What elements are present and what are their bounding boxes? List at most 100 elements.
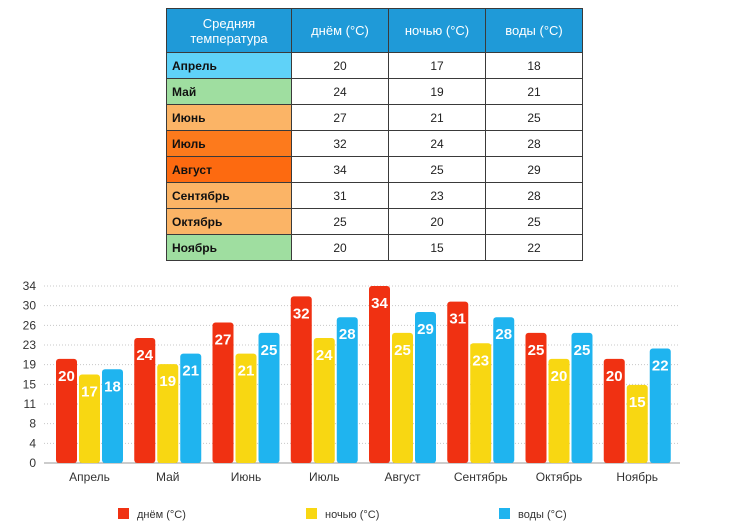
y-tick-label: 8 (29, 417, 36, 431)
bar-night (548, 358, 570, 463)
bar-day (525, 332, 547, 463)
table-row: Октябрь 25 20 25 (166, 208, 583, 235)
cell-month: Июль (166, 130, 292, 157)
x-tick-label: Август (384, 470, 421, 484)
cell-water: 21 (485, 78, 583, 105)
cell-water: 28 (485, 182, 583, 209)
bar-data-label: 24 (316, 347, 333, 364)
x-tick-label: Октябрь (536, 470, 583, 484)
legend-label: днём (°C) (137, 509, 186, 521)
cell-night: 21 (388, 104, 486, 131)
cell-day: 20 (291, 234, 389, 261)
bar-data-label: 23 (472, 352, 489, 369)
bar-data-label: 24 (136, 347, 153, 364)
bar-day (56, 358, 77, 463)
bar-water (415, 312, 436, 463)
cell-month: Ноябрь (166, 234, 292, 261)
temperature-table: Средняя температура днём (°C) ночью (°C)… (166, 8, 583, 261)
cell-day: 27 (291, 104, 389, 131)
cell-month: Сентябрь (166, 182, 292, 209)
bar-night (313, 338, 335, 463)
cell-day: 32 (291, 130, 389, 157)
bar-data-label: 19 (159, 373, 176, 390)
bar-data-label: 21 (238, 363, 255, 380)
cell-water: 28 (485, 130, 583, 157)
header-average-temperature: Средняя температура (166, 8, 292, 53)
bar-water (258, 332, 280, 463)
table-row: Июнь 27 21 25 (166, 104, 583, 131)
bar-day (134, 338, 156, 463)
legend-label: ночью (°C) (325, 509, 380, 521)
legend-swatch (499, 508, 510, 519)
y-tick-label: 0 (29, 456, 36, 470)
bar-data-label: 28 (339, 326, 356, 343)
table-row: Сентябрь 31 23 28 (166, 182, 583, 209)
cell-water: 18 (485, 52, 583, 79)
bar-data-label: 17 (81, 384, 98, 401)
bar-night (79, 374, 100, 463)
bar-day (369, 286, 390, 463)
cell-water: 25 (485, 104, 583, 131)
bar-data-label: 21 (182, 363, 199, 380)
bar-water (336, 317, 358, 463)
cell-month: Апрель (166, 52, 292, 79)
bar-night (157, 364, 179, 463)
x-tick-label: Ноябрь (616, 470, 658, 484)
bar-data-label: 20 (606, 368, 623, 385)
bar-data-label: 34 (371, 295, 388, 312)
legend-swatch (118, 508, 129, 519)
bar-water (102, 369, 123, 463)
bar-day (603, 358, 625, 463)
bar-night (235, 353, 257, 463)
cell-day: 25 (291, 208, 389, 235)
bar-data-label: 32 (293, 305, 310, 322)
x-tick-label: Сентябрь (454, 470, 508, 484)
cell-night: 15 (388, 234, 486, 261)
header-night: ночью (°C) (388, 8, 486, 53)
y-tick-label: 23 (23, 338, 37, 352)
bar-night (392, 332, 413, 463)
cell-day: 24 (291, 78, 389, 105)
cell-night: 17 (388, 52, 486, 79)
legend-label: воды (°C) (518, 509, 567, 521)
bar-data-label: 25 (394, 342, 411, 359)
cell-night: 20 (388, 208, 486, 235)
cell-night: 19 (388, 78, 486, 105)
legend-swatch (306, 508, 317, 519)
bar-data-label: 27 (215, 331, 232, 348)
y-tick-label: 4 (29, 436, 36, 450)
bar-night (470, 343, 492, 463)
bar-data-label: 28 (495, 326, 512, 343)
bar-water (649, 348, 671, 463)
legend-item: ночью (°C) (306, 508, 379, 521)
y-tick-label: 19 (23, 358, 37, 372)
bar-data-label: 31 (449, 311, 466, 328)
cell-day: 31 (291, 182, 389, 209)
cell-month: Октябрь (166, 208, 292, 235)
x-tick-label: Июнь (231, 470, 262, 484)
legend-item: днём (°C) (118, 508, 186, 521)
cell-day: 34 (291, 156, 389, 183)
x-tick-label: Май (156, 470, 180, 484)
cell-day: 20 (291, 52, 389, 79)
table-row: Ноябрь 20 15 22 (166, 234, 583, 261)
bar-data-label: 18 (104, 378, 121, 395)
cell-month: Май (166, 78, 292, 105)
bar-day (447, 301, 469, 463)
cell-night: 25 (388, 156, 486, 183)
bar-data-label: 20 (58, 368, 75, 385)
header-water: воды (°C) (485, 8, 583, 53)
table-header-row: Средняя температура днём (°C) ночью (°C)… (166, 8, 583, 53)
cell-month: Июнь (166, 104, 292, 131)
table-row: Август 34 25 29 (166, 156, 583, 183)
bar-day (290, 296, 312, 463)
bar-data-label: 25 (261, 342, 278, 359)
bar-day (212, 322, 234, 463)
bar-data-label: 20 (551, 368, 568, 385)
cell-water: 22 (485, 234, 583, 261)
y-tick-label: 30 (23, 299, 37, 313)
bar-water (571, 332, 593, 463)
table-row: Май 24 19 21 (166, 78, 583, 105)
y-tick-label: 34 (23, 279, 37, 293)
bar-night (626, 384, 648, 463)
